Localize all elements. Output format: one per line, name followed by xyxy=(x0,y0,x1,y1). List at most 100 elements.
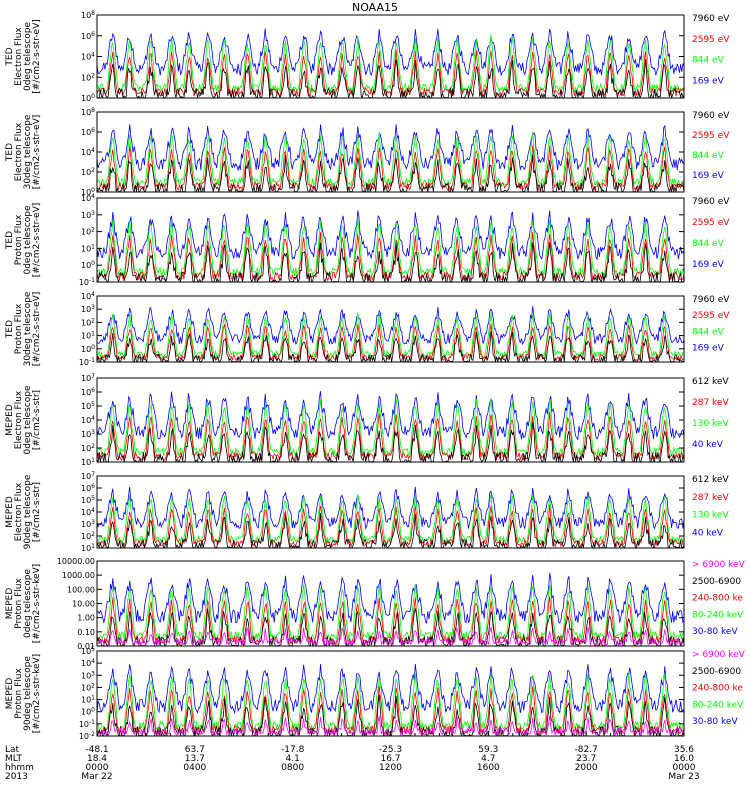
y-tick-label: 107 xyxy=(81,373,95,383)
y-tick-label: 103 xyxy=(81,429,95,439)
y-axis-label: Proton Flux xyxy=(14,214,24,265)
y-axis-label: Electron Flux xyxy=(14,390,24,449)
x-tick-label-mlt: 18.4 xyxy=(87,754,107,764)
x-tick-label-date: Mar 22 xyxy=(81,772,112,782)
y-tick-label: 102 xyxy=(81,227,95,237)
y-tick-label: 104 xyxy=(81,415,95,425)
x-tick-label-lat: -25.3 xyxy=(379,745,402,755)
panel-frame xyxy=(96,475,685,549)
series-844-ev-line xyxy=(96,131,685,188)
y-axis-label: [#/cm2-s-str-keV] xyxy=(32,654,42,733)
y-axis-label: Electron Flux xyxy=(14,482,24,541)
legend-entry: 2595 eV xyxy=(692,131,730,141)
legend-entry: 40 keV xyxy=(692,529,724,539)
axis-row-label: Lat xyxy=(5,745,20,755)
legend-entry: 7960 eV xyxy=(692,14,730,24)
panel-5: 101 102 103 104 105 106 107 MEPED Electron Flux 0… xyxy=(5,373,729,467)
y-axis-label: TED xyxy=(5,47,15,66)
y-tick-label: 101 xyxy=(81,243,95,253)
panel-6: 101 102 103 104 105 106 107 MEPED Electron Flux 9… xyxy=(5,471,729,553)
x-tick-label-hhmm: 1600 xyxy=(477,763,500,773)
series-130-kev-line xyxy=(96,493,685,545)
x-tick-label-lat: 35.6 xyxy=(674,745,694,755)
x-tick-label-lat: -48.1 xyxy=(85,745,108,755)
panel-frame xyxy=(96,197,685,283)
y-tick-label: 1.00 xyxy=(77,614,95,623)
series-169-ev-line xyxy=(96,28,685,77)
y-axis-label: MEPED xyxy=(5,404,15,436)
legend-entry: 30-80 keV xyxy=(692,627,738,637)
y-axis-label: MEPED xyxy=(5,496,15,528)
y-tick-label: 108 xyxy=(81,107,95,117)
y-axis-label: [#/cm2-s-str-eV] xyxy=(32,115,42,190)
y-tick-label: 108 xyxy=(81,10,95,20)
x-tick-label-mlt: 4.7 xyxy=(481,754,495,764)
y-tick-label: 102 xyxy=(81,443,95,453)
y-axis-label: [#/cm2-s-str-keV] xyxy=(32,564,42,643)
panel-2: 100 102 104 106 108 TED Electron Flux 30deg tel… xyxy=(5,107,730,197)
legend-entry: 169 eV xyxy=(692,76,725,86)
panel-4: 10-1 100 101 102 103 104 TED Proton Flux 30deg t… xyxy=(5,291,730,367)
y-tick-label: 100 xyxy=(81,260,95,270)
x-tick-label-mlt: 4.1 xyxy=(286,754,300,764)
x-tick-label-hhmm: 0800 xyxy=(281,763,304,773)
series-844-ev-line xyxy=(96,219,685,278)
y-tick-label: 10000.00 xyxy=(57,557,95,566)
x-tick-label-hhmm: 1200 xyxy=(379,763,402,773)
y-tick-label: 106 xyxy=(81,483,95,493)
y-tick-label: 103 xyxy=(81,670,95,680)
x-tick-label-hhmm: 2000 xyxy=(575,763,598,773)
y-axis-label: 0deg telescope xyxy=(23,569,33,639)
series-287-kev-line xyxy=(96,411,685,462)
legend-entry: 287 keV xyxy=(692,493,729,503)
x-tick-label-mlt: 13.7 xyxy=(185,754,205,764)
y-tick-label: 10-1 xyxy=(79,277,95,287)
y-axis-label: 30deg telescope xyxy=(23,291,33,366)
legend-entry: 30-80 keV xyxy=(692,717,738,727)
y-tick-label: 101 xyxy=(81,695,95,705)
y-axis-label: MEPED xyxy=(5,678,15,710)
y-tick-label: 10-1 xyxy=(79,357,95,367)
legend-entry: 287 keV xyxy=(692,398,729,408)
series-7960-ev-line xyxy=(97,242,684,284)
y-tick-label: 103 xyxy=(81,519,95,529)
series-7960-ev-line xyxy=(96,331,685,364)
x-tick-label-mlt: 16.7 xyxy=(380,754,400,764)
y-axis-label: Electron Flux xyxy=(14,122,24,181)
axis-row-label: 2013 xyxy=(5,772,28,782)
series-40-kev-line xyxy=(96,391,685,441)
series--6900-kev-line xyxy=(96,626,685,647)
y-axis-label: TED xyxy=(5,231,15,250)
x-tick-label-lat: 59.3 xyxy=(478,745,498,755)
series-40-kev-line xyxy=(96,486,685,530)
y-axis-label: [#/cm2-s-str] xyxy=(32,482,42,542)
series-844-ev-line xyxy=(96,34,685,94)
y-tick-label: 104 xyxy=(81,52,95,62)
y-tick-label: 103 xyxy=(81,304,95,314)
y-tick-label: 10-2 xyxy=(79,731,95,741)
legend-entry: 40 keV xyxy=(692,440,724,450)
y-axis-label: [#/cm2-s-str-eV] xyxy=(32,203,42,278)
y-tick-label: 105 xyxy=(81,646,95,656)
y-tick-label: 102 xyxy=(81,531,95,541)
y-axis-label: 30deg telescope xyxy=(23,114,33,189)
legend-entry: 7960 eV xyxy=(692,295,730,305)
y-tick-label: 105 xyxy=(81,495,95,505)
y-tick-label: 10-1 xyxy=(79,719,95,729)
legend-entry: 844 eV xyxy=(692,239,725,249)
series-7960-ev-line xyxy=(97,59,685,100)
legend-entry: 240-800 ke xyxy=(692,594,743,604)
legend-entry: 169 eV xyxy=(692,260,725,270)
series-30-80-kev-line xyxy=(96,663,685,715)
y-tick-label: 0.10 xyxy=(77,628,95,637)
legend-entry: 844 eV xyxy=(692,327,725,337)
y-tick-label: 101 xyxy=(81,457,95,467)
y-tick-label: 100 xyxy=(81,93,95,103)
y-axis-label: [#/cm2-s-str] xyxy=(32,390,42,450)
legend-entry: 80-240 keV xyxy=(692,610,744,620)
x-tick-label-hhmm: 0000 xyxy=(86,763,109,773)
y-tick-label: 0.01 xyxy=(77,642,95,651)
x-tick-label-lat: 63.7 xyxy=(185,745,205,755)
